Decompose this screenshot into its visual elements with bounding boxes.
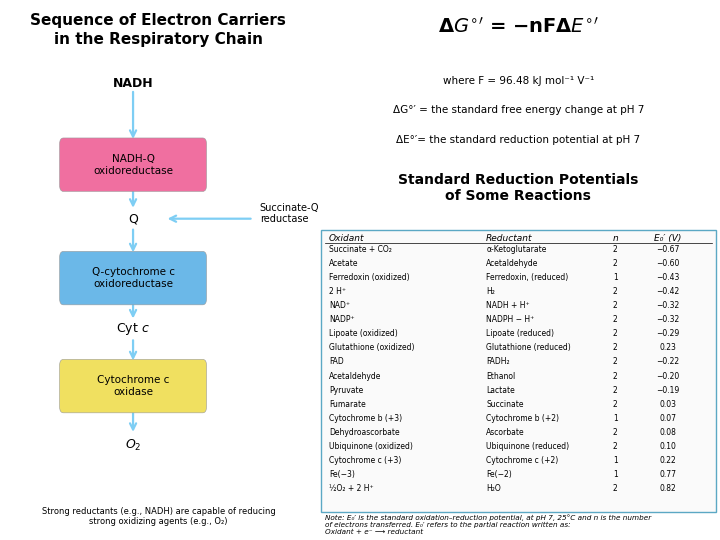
Text: Cytochrome c (+3): Cytochrome c (+3) bbox=[329, 456, 401, 465]
Text: Lipoate (reduced): Lipoate (reduced) bbox=[486, 329, 554, 339]
Text: 0.03: 0.03 bbox=[659, 400, 676, 409]
Text: −0.20: −0.20 bbox=[656, 372, 679, 381]
Text: Acetaldehyde: Acetaldehyde bbox=[486, 259, 539, 268]
Text: 2: 2 bbox=[613, 287, 618, 296]
Text: NADPH − H⁺: NADPH − H⁺ bbox=[486, 315, 534, 325]
Text: 0.10: 0.10 bbox=[659, 442, 676, 451]
Text: 2: 2 bbox=[613, 484, 618, 493]
Text: NADH: NADH bbox=[113, 77, 153, 90]
Text: 2: 2 bbox=[613, 245, 618, 254]
Text: ½O₂ + 2 H⁺: ½O₂ + 2 H⁺ bbox=[329, 484, 374, 493]
Text: E₀′ (V): E₀′ (V) bbox=[654, 234, 681, 243]
Text: α-Ketoglutarate: α-Ketoglutarate bbox=[486, 245, 546, 254]
Text: 2: 2 bbox=[613, 329, 618, 339]
Text: 2: 2 bbox=[613, 386, 618, 395]
Text: Dehydroascorbate: Dehydroascorbate bbox=[329, 428, 400, 437]
Text: Cytochrome c
oxidase: Cytochrome c oxidase bbox=[97, 375, 169, 397]
Text: NAD⁺: NAD⁺ bbox=[329, 301, 350, 310]
FancyBboxPatch shape bbox=[60, 138, 207, 192]
Text: FADH₂: FADH₂ bbox=[486, 357, 510, 367]
Text: H₂: H₂ bbox=[486, 287, 495, 296]
Text: 2 H⁺: 2 H⁺ bbox=[329, 287, 346, 296]
Text: Succinate-Q
reductase: Succinate-Q reductase bbox=[260, 202, 319, 224]
Text: Ubiquinone (reduced): Ubiquinone (reduced) bbox=[486, 442, 570, 451]
Text: 2: 2 bbox=[613, 259, 618, 268]
Text: 2: 2 bbox=[613, 357, 618, 367]
Text: −0.60: −0.60 bbox=[656, 259, 679, 268]
Text: Cytochrome c (+2): Cytochrome c (+2) bbox=[486, 456, 559, 465]
Text: Fe(−2): Fe(−2) bbox=[486, 470, 512, 479]
Text: FAD: FAD bbox=[329, 357, 343, 367]
Text: Ubiquinone (oxidized): Ubiquinone (oxidized) bbox=[329, 442, 413, 451]
Text: −0.42: −0.42 bbox=[656, 287, 679, 296]
Text: NADH + H⁺: NADH + H⁺ bbox=[486, 301, 530, 310]
Text: Lactate: Lactate bbox=[486, 386, 515, 395]
Text: Strong reductants (e.g., NADH) are capable of reducing
strong oxidizing agents (: Strong reductants (e.g., NADH) are capab… bbox=[42, 507, 275, 526]
Text: −0.43: −0.43 bbox=[656, 273, 679, 282]
Text: ΔE°′= the standard reduction potential at pH 7: ΔE°′= the standard reduction potential a… bbox=[396, 135, 641, 145]
Text: −0.32: −0.32 bbox=[656, 315, 679, 325]
Text: −0.32: −0.32 bbox=[656, 301, 679, 310]
Text: ΔG°′ = the standard free energy change at pH 7: ΔG°′ = the standard free energy change a… bbox=[392, 105, 644, 116]
Text: Succinate: Succinate bbox=[486, 400, 523, 409]
Text: −0.67: −0.67 bbox=[656, 245, 679, 254]
Text: 2: 2 bbox=[613, 372, 618, 381]
Text: Ferredoxin (oxidized): Ferredoxin (oxidized) bbox=[329, 273, 410, 282]
Text: Glutathione (oxidized): Glutathione (oxidized) bbox=[329, 343, 415, 353]
Text: Cyt $c$: Cyt $c$ bbox=[116, 321, 150, 338]
Text: Pyruvate: Pyruvate bbox=[329, 386, 363, 395]
Text: 2: 2 bbox=[613, 301, 618, 310]
FancyBboxPatch shape bbox=[60, 360, 207, 413]
Text: 1: 1 bbox=[613, 414, 618, 423]
Text: Oxidant: Oxidant bbox=[329, 234, 364, 243]
Text: $\mathbf{\Delta}G^{\circ\prime}$ = $\mathbf{-nF\Delta}E^{\circ\prime}$: $\mathbf{\Delta}G^{\circ\prime}$ = $\mat… bbox=[438, 16, 599, 36]
Text: 2: 2 bbox=[613, 343, 618, 353]
Text: Fe(−3): Fe(−3) bbox=[329, 470, 355, 479]
Text: Q-cytochrome c
oxidoreductase: Q-cytochrome c oxidoreductase bbox=[91, 267, 174, 289]
Text: Note: E₀′ is the standard oxidation–reduction potential, at pH 7, 25°C and n is : Note: E₀′ is the standard oxidation–redu… bbox=[325, 515, 651, 536]
Text: Sequence of Electron Carriers
in the Respiratory Chain: Sequence of Electron Carriers in the Res… bbox=[30, 14, 287, 47]
Text: Cytochrome b (+3): Cytochrome b (+3) bbox=[329, 414, 402, 423]
Text: NADP⁺: NADP⁺ bbox=[329, 315, 354, 325]
Text: Ascorbate: Ascorbate bbox=[486, 428, 525, 437]
Text: $O_2$: $O_2$ bbox=[125, 438, 141, 453]
Text: Acetate: Acetate bbox=[329, 259, 359, 268]
Text: 0.07: 0.07 bbox=[659, 414, 676, 423]
Text: NADH-Q
oxidoreductase: NADH-Q oxidoreductase bbox=[93, 154, 173, 176]
Text: 2: 2 bbox=[613, 400, 618, 409]
Text: 0.23: 0.23 bbox=[659, 343, 676, 353]
Text: 2: 2 bbox=[613, 315, 618, 325]
FancyBboxPatch shape bbox=[60, 252, 207, 305]
Text: 0.22: 0.22 bbox=[660, 456, 676, 465]
Text: Cytochrome b (+2): Cytochrome b (+2) bbox=[486, 414, 559, 423]
Text: n: n bbox=[612, 234, 618, 243]
Text: Succinate + CO₂: Succinate + CO₂ bbox=[329, 245, 392, 254]
FancyBboxPatch shape bbox=[321, 230, 716, 512]
Text: Standard Reduction Potentials
of Some Reactions: Standard Reduction Potentials of Some Re… bbox=[398, 173, 639, 203]
Text: Acetaldehyde: Acetaldehyde bbox=[329, 372, 382, 381]
Text: Lipoate (oxidized): Lipoate (oxidized) bbox=[329, 329, 397, 339]
Text: Ferredoxin, (reduced): Ferredoxin, (reduced) bbox=[486, 273, 568, 282]
Text: where F = 96.48 kJ mol⁻¹ V⁻¹: where F = 96.48 kJ mol⁻¹ V⁻¹ bbox=[443, 76, 594, 86]
Text: 0.08: 0.08 bbox=[659, 428, 676, 437]
Text: 0.77: 0.77 bbox=[659, 470, 676, 479]
Text: −0.29: −0.29 bbox=[656, 329, 679, 339]
Text: Reductant: Reductant bbox=[486, 234, 533, 243]
Text: 2: 2 bbox=[613, 442, 618, 451]
Text: 1: 1 bbox=[613, 456, 618, 465]
Text: Fumarate: Fumarate bbox=[329, 400, 366, 409]
Text: H₂O: H₂O bbox=[486, 484, 501, 493]
Text: 0.82: 0.82 bbox=[660, 484, 676, 493]
Text: Ethanol: Ethanol bbox=[486, 372, 516, 381]
Text: Glutathione (reduced): Glutathione (reduced) bbox=[486, 343, 571, 353]
Text: 1: 1 bbox=[613, 470, 618, 479]
Text: −0.19: −0.19 bbox=[656, 386, 679, 395]
Text: −0.22: −0.22 bbox=[656, 357, 679, 367]
Text: Q: Q bbox=[128, 212, 138, 225]
Text: 1: 1 bbox=[613, 273, 618, 282]
Text: 2: 2 bbox=[613, 428, 618, 437]
